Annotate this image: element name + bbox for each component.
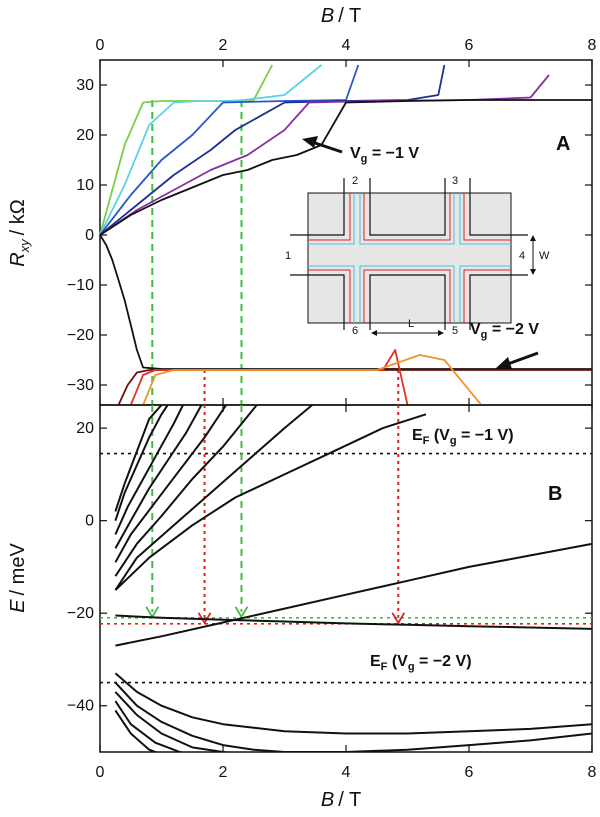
contact-label-1: 1	[285, 250, 291, 262]
panel-a-guides	[151, 100, 400, 405]
width-label: W	[539, 250, 550, 262]
panel-a-series-4	[99, 64, 446, 236]
top-x-tick-labels: 0 2 4 6 8	[96, 37, 597, 54]
panel-a-series-3	[99, 64, 360, 236]
bottom-x-axis-title: B / T	[321, 789, 361, 811]
bottom-x-tick-label: 6	[465, 764, 474, 781]
panel-a-series-7	[99, 234, 592, 370]
landau-level-12	[114, 681, 592, 752]
panel-b-x-tick-labels: 0 2 4 6 8	[96, 764, 597, 781]
landau-level-3	[114, 405, 184, 535]
panel-b-y-tick-label: −20	[67, 605, 94, 622]
bottom-x-tick-label: 8	[588, 764, 597, 781]
panel-a-series-6	[99, 99, 592, 236]
panel-b-y-tick-label: −40	[67, 698, 94, 715]
top-x-tick-label: 2	[219, 37, 228, 54]
annotation-vg-minus1: Vg = −1 V	[350, 145, 419, 165]
bottom-x-tick-label: 2	[219, 764, 228, 781]
inset-red-edge-channels	[308, 193, 511, 323]
top-x-tick-label: 8	[588, 37, 597, 54]
landau-level-5	[114, 405, 227, 563]
panel-b-ticks	[99, 405, 593, 752]
inset-channel-outline	[290, 178, 528, 330]
landau-level-6	[114, 405, 258, 577]
panel-a-y-tick-label: 0	[85, 227, 94, 244]
panel-a-series-2	[99, 64, 322, 236]
panel-a-y-tick-label: 10	[76, 177, 94, 194]
panel-b: −40 −20 0 20 0 2 4 6 8 B EF (Vg = −1 V) EF (Vg …	[7, 404, 597, 781]
panel-b-letter: B	[548, 483, 562, 505]
width-dimension-arrow	[530, 235, 536, 275]
contact-label-4: 4	[519, 250, 525, 262]
panel-a-letter: A	[556, 133, 570, 155]
guide-arrowhead-3	[197, 612, 212, 625]
landau-level-10	[115, 614, 592, 630]
panel-a-series-10	[142, 354, 482, 406]
inset-cyan-edge-channels	[308, 193, 511, 323]
landau-level-14	[114, 700, 186, 752]
fermi-label-vg-minus1: EF (Vg = −1 V)	[412, 427, 514, 447]
top-x-tick-label: 0	[96, 37, 105, 54]
length-label: L	[408, 318, 414, 330]
panel-a-series-8	[117, 369, 592, 406]
landau-level-13	[114, 691, 237, 752]
contact-label-5: 5	[452, 325, 458, 337]
panel-b-y-tick-label: 20	[76, 420, 94, 437]
panel-b-reference-levels	[100, 452, 592, 684]
bottom-x-tick-label: 0	[96, 764, 105, 781]
contact-label-3: 3	[452, 175, 458, 187]
panel-b-frame	[99, 404, 593, 753]
landau-level-2	[114, 405, 169, 522]
landau-level-9	[115, 542, 592, 647]
inset-background	[307, 192, 512, 324]
top-x-axis-title: B / T	[321, 5, 361, 27]
panel-a-y-axis-title: Rxy/ kΩ	[7, 199, 32, 267]
panel-b-y-tick-label: 0	[85, 513, 94, 530]
panel-a-series-9	[129, 349, 409, 406]
landau-level-7	[114, 405, 313, 591]
panel-a-y-tick-label: −30	[67, 377, 94, 394]
panel-b-guides	[145, 405, 406, 625]
hall-bar-inset: 1 2 3 4 5 6 W L	[285, 175, 550, 337]
panel-b-y-tick-labels: −40 −20 0 20	[67, 420, 94, 715]
panel-a-y-tick-label: −10	[67, 277, 94, 294]
top-x-tick-label: 4	[342, 37, 351, 54]
panel-a-series-1	[99, 64, 273, 236]
arrow-vg-minus2	[495, 351, 539, 369]
panel-a-series	[99, 64, 592, 406]
contact-label-2: 2	[352, 175, 358, 187]
panel-a-y-tick-label: −20	[67, 327, 94, 344]
landau-level-15	[114, 709, 159, 752]
length-dimension-arrow	[371, 330, 444, 336]
panel-a-y-tick-label: 20	[76, 127, 94, 144]
panel-a-y-tick-labels: −30 −20 −10 0 10 20 30	[67, 77, 94, 394]
contact-label-6: 6	[352, 325, 358, 337]
arrow-vg-minus1	[302, 136, 343, 154]
landau-level-8	[114, 413, 427, 591]
top-x-tick-label: 6	[465, 37, 474, 54]
landau-level-4	[114, 405, 203, 549]
guide-arrowhead-4	[391, 612, 406, 625]
bottom-x-tick-label: 4	[342, 764, 351, 781]
fermi-label-vg-minus2: EF (Vg = −2 V)	[370, 653, 472, 673]
panel-a-y-tick-label: 30	[76, 77, 94, 94]
panel-a: −30 −20 −10 0 10 20 30 A Vg = −1 V Vg = −2 V 1…	[7, 59, 593, 406]
panel-b-landau-levels	[114, 405, 592, 752]
panel-b-y-axis-title: E/ meV	[7, 543, 29, 613]
landau-level-1	[114, 405, 163, 512]
landau-level-11	[114, 672, 592, 735]
annotation-vg-minus2: Vg = −2 V	[470, 321, 539, 341]
guide-arrowhead-2	[234, 606, 249, 619]
